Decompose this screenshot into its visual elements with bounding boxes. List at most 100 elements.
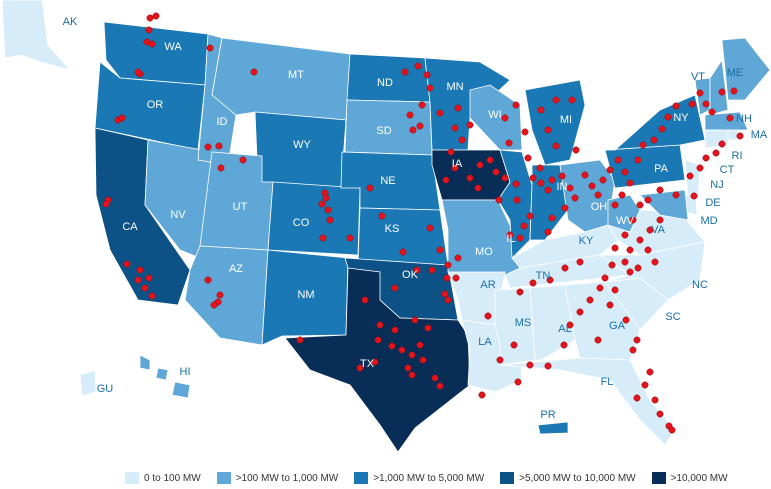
plant-marker xyxy=(428,266,436,274)
plant-marker xyxy=(324,206,332,214)
state-label-pr: PR xyxy=(540,409,555,421)
plant-marker xyxy=(544,126,552,134)
plant-marker xyxy=(622,316,630,324)
plant-marker xyxy=(634,264,642,272)
plant-marker xyxy=(626,179,634,187)
plant-marker xyxy=(217,164,225,172)
plant-marker xyxy=(366,184,374,192)
state-label-wa: WA xyxy=(164,41,182,53)
plant-marker xyxy=(216,291,224,299)
state-nj xyxy=(684,159,701,201)
plant-marker xyxy=(601,274,609,282)
plant-marker xyxy=(451,124,459,132)
plant-marker xyxy=(686,172,694,180)
plant-marker xyxy=(552,96,560,104)
legend-label: >1,000 MW to 5,000 MW xyxy=(373,472,485,484)
plant-marker xyxy=(614,156,622,164)
plant-marker xyxy=(571,194,579,202)
plant-marker xyxy=(436,382,444,390)
plant-marker xyxy=(361,296,369,304)
plant-marker xyxy=(736,132,744,140)
legend-swatch xyxy=(651,472,666,484)
legend-item: >10,000 MW xyxy=(651,472,728,484)
plant-marker xyxy=(215,142,223,150)
state-label-ok: OK xyxy=(402,269,419,281)
plant-marker xyxy=(526,361,534,369)
plant-marker xyxy=(391,326,399,334)
plant-marker xyxy=(426,224,434,232)
plant-marker xyxy=(414,62,422,70)
state-label-wv: WV xyxy=(616,215,634,227)
plant-marker xyxy=(466,174,474,182)
plant-marker xyxy=(413,266,421,274)
plant-marker xyxy=(250,68,258,76)
state-label-nm: NM xyxy=(297,289,314,301)
plant-marker xyxy=(572,146,580,154)
plant-marker xyxy=(436,246,444,254)
state-label-vt: VT xyxy=(691,71,705,83)
state-label-mi: MI xyxy=(560,114,572,126)
plant-marker xyxy=(633,336,641,344)
plant-marker xyxy=(404,364,412,372)
state-label-mt: MT xyxy=(288,69,304,81)
plant-marker xyxy=(596,284,604,292)
plant-marker xyxy=(560,341,568,349)
plant-marker xyxy=(656,186,664,194)
state-label-tn: TN xyxy=(536,270,551,282)
plant-marker xyxy=(529,279,537,287)
plant-marker xyxy=(536,164,544,172)
plant-marker xyxy=(668,426,676,434)
plant-marker xyxy=(388,342,396,350)
plant-marker xyxy=(296,336,304,344)
plant-marker xyxy=(148,40,156,48)
plant-marker xyxy=(544,228,552,236)
state-label-sc: SC xyxy=(665,311,680,323)
plant-marker xyxy=(436,109,444,117)
plant-marker xyxy=(424,324,432,332)
plant-marker xyxy=(626,268,634,276)
plant-marker xyxy=(558,172,566,180)
plant-marker xyxy=(576,258,584,266)
plant-marker xyxy=(611,244,619,252)
state-label-pa: PA xyxy=(654,163,669,175)
state-gu xyxy=(79,369,97,397)
state-label-oh: OH xyxy=(591,201,608,213)
plant-marker xyxy=(501,174,509,182)
state-or xyxy=(94,61,206,151)
plant-marker xyxy=(447,148,455,156)
plant-marker xyxy=(454,104,462,112)
plant-marker xyxy=(537,106,545,114)
plant-marker xyxy=(672,191,680,199)
plant-marker xyxy=(443,274,451,282)
plant-marker xyxy=(636,201,644,209)
state-az xyxy=(184,245,269,346)
state-nm xyxy=(261,249,349,346)
legend-swatch xyxy=(500,472,515,484)
state-label-mn: MN xyxy=(446,81,463,93)
plant-marker xyxy=(608,261,616,269)
plant-marker xyxy=(466,121,474,129)
state-co xyxy=(267,181,361,256)
plant-marker xyxy=(650,136,658,144)
state-label-ks: KS xyxy=(385,223,400,235)
plant-marker xyxy=(712,149,720,157)
plant-marker xyxy=(495,196,503,204)
state-label-la: LA xyxy=(478,336,492,348)
plant-marker xyxy=(688,100,696,108)
plant-marker xyxy=(408,351,416,359)
state-label-ak: AK xyxy=(63,16,78,28)
state-label-ca: CA xyxy=(122,221,138,233)
plant-marker xyxy=(656,410,664,418)
plant-marker xyxy=(546,276,554,284)
plant-marker xyxy=(136,266,144,274)
state-label-ga: GA xyxy=(609,320,626,332)
plant-marker xyxy=(718,88,726,96)
state-label-nj: NJ xyxy=(710,179,723,191)
plant-marker xyxy=(548,176,556,184)
plant-marker xyxy=(444,261,452,269)
plant-marker xyxy=(418,101,426,109)
state-label-mo: MO xyxy=(475,246,493,258)
plant-marker xyxy=(239,156,247,164)
plant-marker xyxy=(641,381,649,389)
state-label-nd: ND xyxy=(377,77,393,89)
